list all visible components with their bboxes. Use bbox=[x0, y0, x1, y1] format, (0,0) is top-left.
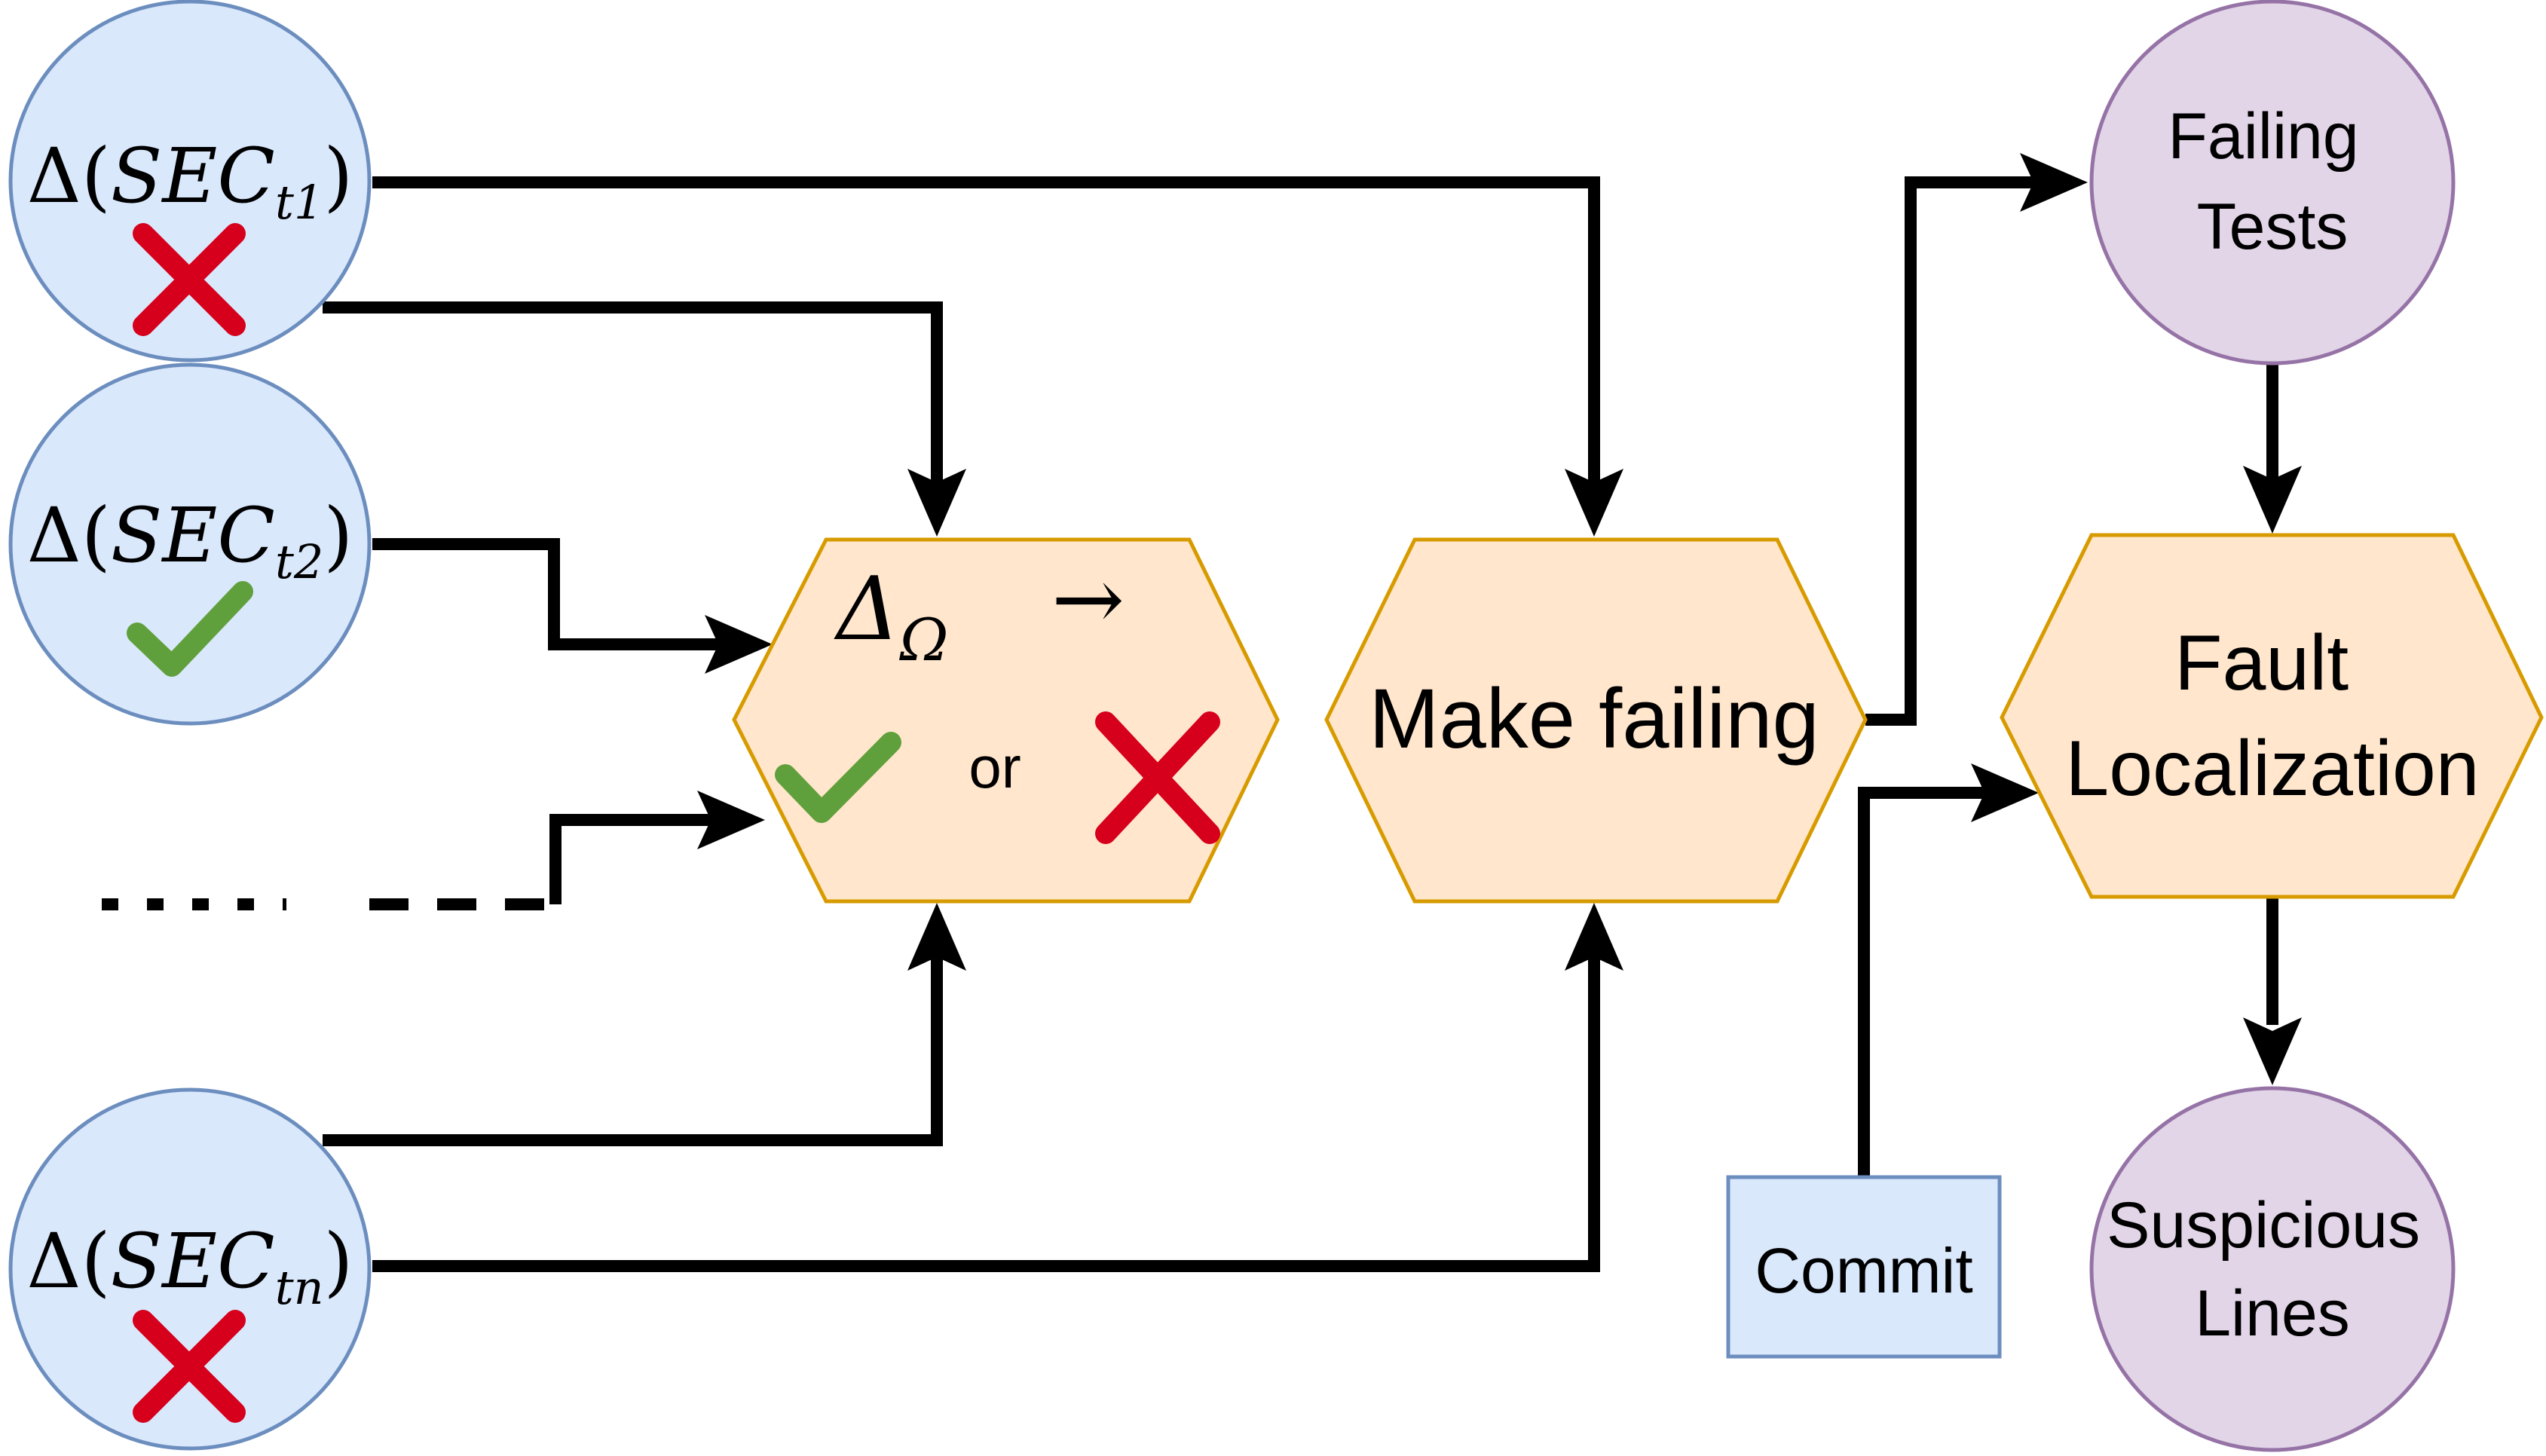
cross-icon bbox=[133, 1310, 246, 1423]
delta-omega-arrow: → bbox=[1051, 549, 1125, 650]
delta-omega-symbol: Δ bbox=[834, 558, 900, 660]
edge-sec-tn-to-make-failing bbox=[372, 946, 1600, 1272]
make-failing-label: Make failing bbox=[1369, 671, 1819, 766]
suspicious-lines-line1: Suspicious bbox=[2107, 1189, 2420, 1262]
fault-localization-line2: Localization bbox=[2065, 725, 2479, 812]
edge-sec-t2-to-delta-omega bbox=[372, 538, 730, 650]
node-fault-localization[interactable]: Fault Localization bbox=[2000, 533, 2544, 899]
edge-ellipsis-to-delta-omega bbox=[549, 814, 727, 904]
edge-sec-tn-to-delta-omega bbox=[323, 946, 943, 1146]
svg-text:Δ(SECt2): Δ(SECt2) bbox=[27, 491, 353, 589]
failing-tests-line1: Failing bbox=[2168, 100, 2358, 173]
arrowhead-fault-localization-left bbox=[1971, 763, 2039, 822]
node-sec-tn[interactable]: Δ(SECtn) bbox=[8, 1087, 372, 1451]
svg-text:Δ(SECtn): Δ(SECtn) bbox=[26, 1217, 353, 1315]
svg-text:Fault Localization: Fault Localization bbox=[2065, 619, 2479, 812]
sec-tn-close: ) bbox=[324, 1217, 353, 1305]
sec-t1-sub: t1 bbox=[275, 175, 323, 230]
svg-text:Failing Tests: Failing Tests bbox=[2168, 100, 2376, 263]
sec-tn-name: SEC bbox=[111, 1217, 275, 1305]
arrowhead-delta-omega-left-lower bbox=[697, 791, 765, 849]
arrowhead-make-failing-top bbox=[1565, 469, 1623, 537]
arrowhead-delta-omega-bottom bbox=[907, 903, 966, 971]
cross-icon bbox=[1095, 711, 1220, 844]
delta-omega-or: or bbox=[969, 734, 1021, 800]
arrowhead-make-failing-bottom bbox=[1565, 903, 1623, 971]
check-icon bbox=[127, 581, 253, 677]
svg-text:Δ(SECt1): Δ(SECt1) bbox=[27, 132, 353, 230]
arrowhead-failing-tests bbox=[2020, 153, 2088, 212]
commit-label: Commit bbox=[1755, 1235, 1972, 1306]
node-sec-t1[interactable]: Δ(SECt1) bbox=[8, 0, 372, 362]
edge-sec-t1-to-delta-omega bbox=[323, 301, 943, 486]
node-suspicious-lines[interactable]: Suspicious Lines bbox=[2089, 1086, 2456, 1452]
failing-tests-line2: Tests bbox=[2197, 191, 2349, 263]
arrowhead-delta-omega-top bbox=[907, 469, 966, 537]
node-failing-tests[interactable]: Failing Tests bbox=[2089, 0, 2456, 366]
delta-omega-sub: Ω bbox=[899, 607, 949, 674]
sec-t2-delta: Δ( bbox=[27, 491, 111, 580]
arrowhead-fault-localization-top bbox=[2243, 466, 2302, 534]
sec-tn-delta: Δ( bbox=[26, 1217, 110, 1305]
edge-sec-t1-to-make-failing bbox=[372, 176, 1600, 486]
svg-text:ΔΩ: ΔΩ bbox=[834, 558, 948, 674]
sec-t1-name: SEC bbox=[111, 132, 275, 220]
suspicious-lines-line2: Lines bbox=[2195, 1277, 2350, 1350]
cross-icon bbox=[133, 223, 246, 336]
node-sec-t2[interactable]: Δ(SECt2) bbox=[8, 362, 372, 726]
node-make-failing[interactable]: Make failing bbox=[1324, 537, 1868, 904]
node-commit[interactable]: Commit bbox=[1726, 1175, 2002, 1359]
fault-localization-line1: Fault bbox=[2174, 619, 2349, 707]
arrowhead-delta-omega-left-upper bbox=[705, 615, 773, 674]
sec-tn-sub: tn bbox=[275, 1260, 324, 1315]
sec-t1-close: ) bbox=[323, 132, 353, 220]
edges bbox=[323, 176, 2278, 1272]
sec-t1-delta: Δ( bbox=[27, 132, 111, 220]
check-icon bbox=[775, 732, 901, 823]
edge-commit-to-fault-localization bbox=[1858, 787, 1997, 1176]
sec-t2-close: ) bbox=[323, 491, 353, 580]
arrowheads bbox=[697, 153, 2302, 1085]
edge-make-failing-to-failing-tests bbox=[1865, 176, 2035, 726]
svg-text:Suspicious Lines: Suspicious Lines bbox=[2107, 1189, 2438, 1350]
sec-t2-name: SEC bbox=[111, 491, 275, 580]
node-delta-omega[interactable]: ΔΩ → or bbox=[732, 537, 1280, 904]
arrowhead-suspicious-lines bbox=[2243, 1017, 2302, 1085]
sec-t2-sub: t2 bbox=[275, 534, 323, 589]
